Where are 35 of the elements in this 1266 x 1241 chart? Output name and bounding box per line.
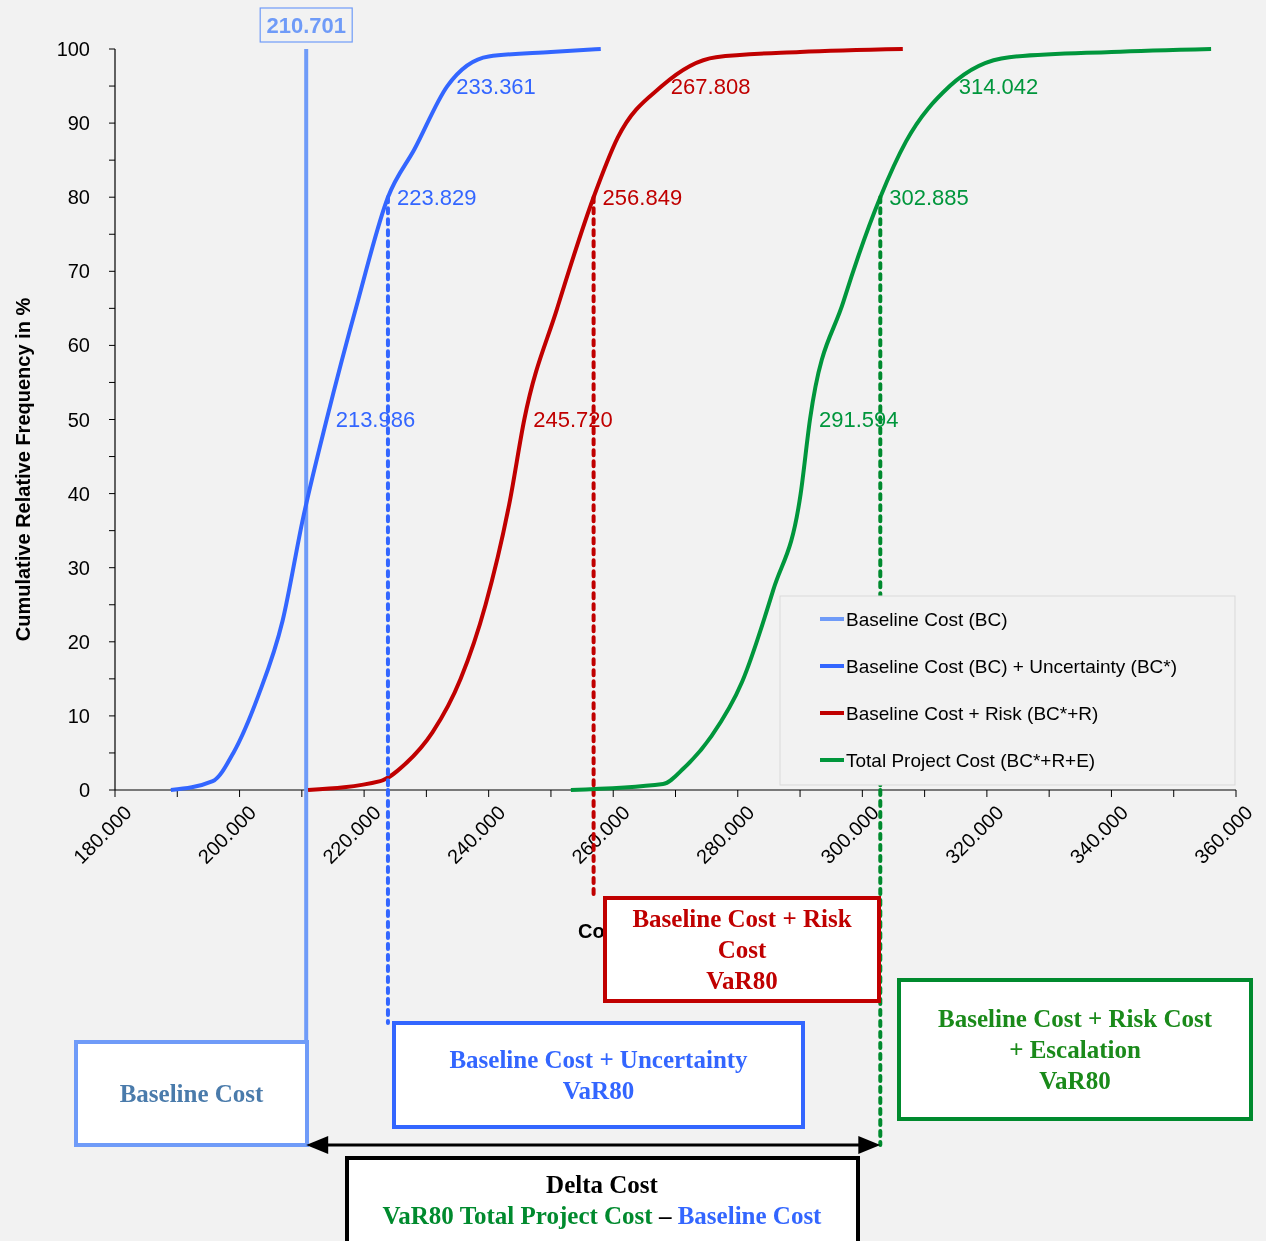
y-tick-label: 100 — [56, 38, 90, 60]
y-tick-label: 20 — [67, 630, 90, 653]
y-tick-label: 90 — [67, 112, 90, 135]
y-tick-label: 10 — [67, 704, 90, 727]
text: Delta Cost — [546, 1170, 659, 1198]
y-tick-label: 50 — [67, 408, 90, 431]
text: Baseline Cost + Risk Cost + Escalation VaR80 — [938, 1005, 1213, 1095]
annotation: 223.829 — [396, 184, 477, 210]
legend-label: Baseline Cost (BC) — [846, 608, 1008, 630]
legend-label: Total Project Cost (BC*+R+E) — [846, 749, 1096, 771]
annotation: 210.701 — [266, 12, 346, 38]
annotation: 314.042 — [958, 73, 1039, 99]
text: Baseline Cost — [677, 1201, 823, 1229]
text: – — [652, 1201, 678, 1229]
annotation: 213.986 — [335, 407, 416, 433]
y-tick-label: 0 — [78, 779, 90, 801]
y-tick-label: 30 — [67, 556, 90, 579]
annotation: 245.720 — [533, 407, 613, 433]
text: Baseline Cost — [119, 1080, 265, 1108]
legend-label: Baseline Cost (BC) + Uncertainty (BC*) — [846, 655, 1178, 677]
y-tick-label: 80 — [67, 186, 90, 209]
y-tick-label: 40 — [67, 482, 90, 505]
y-tick-label: 60 — [67, 334, 90, 357]
annotation: 256.849 — [602, 184, 683, 210]
annotation: 291.594 — [818, 407, 899, 433]
annotation: 302.885 — [889, 184, 969, 210]
text: Baseline Cost + Risk Cost VaR80 — [632, 905, 852, 995]
annotation: 233.361 — [456, 73, 536, 99]
legend-label: Baseline Cost + Risk (BC*+R) — [846, 702, 1099, 724]
x-axis-title: Co — [578, 920, 605, 942]
annotation: 267.808 — [670, 73, 751, 99]
text: VaR80 Total Project Cost — [382, 1201, 654, 1229]
y-tick-label: 70 — [67, 260, 90, 283]
y-axis-title: Cumulative Relative Frequency in % — [12, 297, 34, 642]
text: Baseline Cost + Uncertainty VaR80 — [449, 1046, 749, 1105]
